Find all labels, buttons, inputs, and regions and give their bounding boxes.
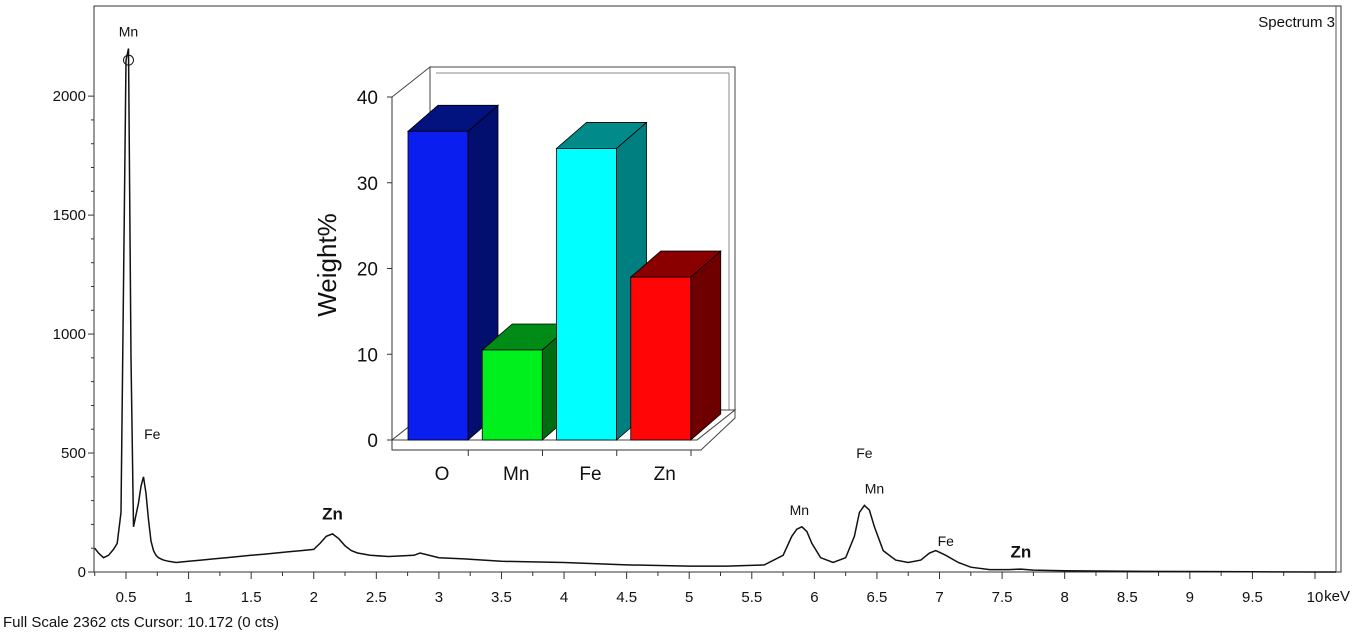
inset-y-tick-label: 30: [357, 174, 378, 195]
inset-bars: [406, 104, 722, 441]
inset-bar: [407, 130, 469, 441]
peak-labels: Mn Fe Zn Mn Fe Mn Fe Zn: [119, 24, 1031, 562]
x-axis: 0.5 1 1.5 2 2.5 3 3.5 4 4.5 5 5.5 6 6.5 7 7.5 8 8.5 9 9.5 1…: [94, 572, 1324, 606]
x-tick-label: 7.5: [992, 589, 1013, 606]
x-tick-label: 0.5: [116, 589, 137, 606]
x-tick-label: 3.5: [491, 589, 512, 606]
x-tick-label: 5: [685, 589, 693, 606]
y-tick-label: 0: [78, 564, 86, 581]
x-tick-label: 7: [935, 589, 943, 606]
x-tick-label: 4: [560, 589, 568, 606]
inset-y-tick-label: 40: [357, 88, 378, 109]
peak-label: Zn: [322, 505, 343, 524]
inset-x-tick-label: Mn: [503, 464, 529, 485]
peak-label: Mn: [119, 24, 138, 40]
peak-label: Fe: [938, 533, 955, 549]
x-tick-label: 6: [810, 589, 818, 606]
inset-x-tick-label: Fe: [579, 464, 601, 485]
inset-y-tick-label: 0: [367, 431, 378, 452]
weight-percent-inset-chart: 0 10 20 30 40 O Mn Fe Zn Weight%: [310, 58, 750, 488]
x-tick-label: 9: [1186, 589, 1194, 606]
x-tick-label: 8.5: [1117, 589, 1138, 606]
inset-bar: [481, 349, 543, 441]
plot-frame: [93, 5, 1342, 573]
spectrum-title: Spectrum 3: [1258, 14, 1335, 31]
inset-y-axis-label: Weight%: [312, 213, 342, 317]
inset-y-tick-label: 10: [357, 345, 378, 366]
x-tick-label: 9.5: [1242, 589, 1263, 606]
x-tick-label: 5.5: [741, 589, 762, 606]
y-tick-label: 1000: [53, 326, 86, 343]
y-tick-label: 1500: [53, 207, 86, 224]
inset-x-tick-label: O: [435, 464, 450, 485]
inset-bar-side: [690, 250, 722, 441]
x-tick-label: 4.5: [616, 589, 637, 606]
peak-label: Fe: [144, 426, 161, 442]
y-tick-label: 2000: [53, 88, 86, 105]
x-tick-label: 10: [1307, 589, 1324, 606]
peak-label: Mn: [790, 502, 809, 518]
x-tick-label: 2: [310, 589, 318, 606]
y-tick-label: 500: [61, 445, 86, 462]
inset-y-axis: 0 10 20 30 40: [357, 88, 393, 452]
peak-label: Zn: [1010, 543, 1031, 562]
x-tick-label: 1.5: [241, 589, 262, 606]
inset-bar: [556, 148, 617, 441]
x-tick-label: 1: [184, 589, 192, 606]
inset-y-tick-label: 20: [357, 260, 378, 281]
status-footer: Full Scale 2362 cts Cursor: 10.172 (0 ct…: [3, 614, 279, 631]
inset-bar: [630, 276, 692, 441]
peak-label: Fe: [856, 445, 873, 461]
spectrum-line: [94, 48, 1336, 573]
x-tick-label: 2.5: [366, 589, 387, 606]
y-axis: 0 500 1000 1500 2000: [53, 88, 94, 581]
peak-marker: [123, 54, 135, 66]
peak-label: Mn: [865, 480, 884, 496]
inset-x-axis: O Mn Fe Zn: [392, 449, 701, 485]
x-axis-unit-label: keV: [1324, 588, 1350, 605]
x-tick-label: 8: [1061, 589, 1069, 606]
x-tick-label: 6.5: [867, 589, 888, 606]
x-tick-label: 3: [435, 589, 443, 606]
inset-x-tick-label: Zn: [654, 464, 676, 485]
